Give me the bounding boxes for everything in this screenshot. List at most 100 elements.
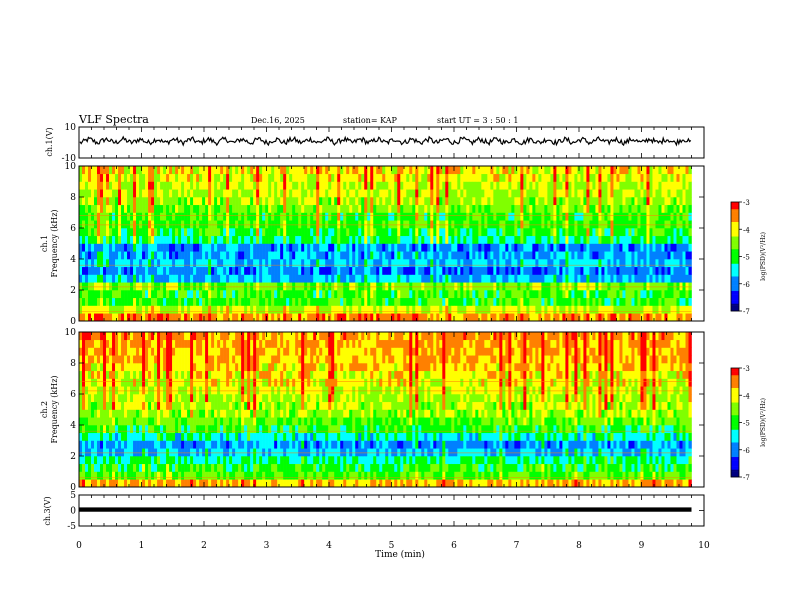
spectrogram-cell — [136, 456, 140, 465]
spectrogram-cell — [286, 228, 290, 237]
spectrogram-cell — [85, 432, 89, 441]
spectrogram-cell — [475, 235, 479, 244]
spectrogram-cell — [343, 228, 347, 237]
spectrogram-cell — [178, 425, 182, 434]
spectrogram-cell — [607, 204, 611, 213]
spectrogram-cell — [82, 479, 86, 488]
spectrogram-cell — [316, 243, 320, 252]
spectrogram-cell — [151, 197, 155, 206]
spectrogram-cell — [136, 212, 140, 221]
spectrogram-cell — [211, 313, 215, 322]
spectrogram-cell — [136, 463, 140, 472]
spectrogram-cell — [352, 274, 356, 283]
spectrogram-cell — [619, 220, 623, 229]
spectrogram-cell — [256, 166, 260, 175]
spectrogram-cell — [307, 235, 311, 244]
spectrogram-cell — [673, 243, 677, 252]
spectrogram-cell — [175, 235, 179, 244]
spectrogram-cell — [322, 266, 326, 275]
spectrogram-cell — [241, 173, 245, 182]
spectrogram-cell — [208, 251, 212, 260]
spectrogram-cell — [256, 173, 260, 182]
spectrogram-cell — [394, 220, 398, 229]
spectrogram-cell — [202, 282, 206, 291]
spectrogram-cell — [499, 197, 503, 206]
spectrogram-cell — [688, 235, 692, 244]
spectrogram-cell — [103, 378, 107, 387]
spectrogram-cell — [580, 181, 584, 190]
spectrogram-cell — [502, 243, 506, 252]
spectrogram-cell — [220, 251, 224, 260]
spectrogram-cell — [502, 313, 506, 322]
spectrogram-cell — [190, 305, 194, 314]
spectrogram-cell — [124, 417, 128, 426]
spectrogram-cell — [349, 274, 353, 283]
spectrogram-cell — [322, 220, 326, 229]
spectrogram-cell — [160, 243, 164, 252]
spectrogram-cell — [673, 274, 677, 283]
spectrogram-cell — [298, 204, 302, 213]
spectrogram-cell — [604, 189, 608, 198]
spectrogram-cell — [91, 417, 95, 426]
spectrogram-cell — [316, 228, 320, 237]
spectrogram-cell — [109, 290, 113, 299]
spectrogram-cell — [586, 189, 590, 198]
spectrogram-cell — [433, 235, 437, 244]
spectrogram-cell — [166, 479, 170, 488]
spectrogram-cell — [169, 463, 173, 472]
spectrogram-cell — [169, 370, 173, 379]
spectrogram-cell — [169, 297, 173, 306]
spectrogram-cell — [172, 220, 176, 229]
spectrogram-cell — [91, 243, 95, 252]
spectrogram-cell — [514, 266, 518, 275]
spectrogram-cell — [469, 259, 473, 268]
spectrogram-cell — [526, 212, 530, 221]
spectrogram-cell — [661, 266, 665, 275]
spectrogram-cell — [430, 297, 434, 306]
spectrogram-cell — [583, 181, 587, 190]
spectrogram-cell — [466, 290, 470, 299]
spectrogram-cell — [85, 363, 89, 372]
spectrogram-cell — [577, 212, 581, 221]
spectrogram-cell — [136, 440, 140, 449]
spectrogram-cell — [394, 259, 398, 268]
spectrogram-cell — [136, 297, 140, 306]
spectrogram-cell — [316, 181, 320, 190]
spectrogram-cell — [169, 448, 173, 457]
spectrogram-cell — [181, 235, 185, 244]
spectrogram-cell — [124, 463, 128, 472]
spectrogram-cell — [331, 220, 335, 229]
spectrogram-cell — [421, 228, 425, 237]
spectrogram-cell — [664, 228, 668, 237]
spectrogram-cell — [586, 197, 590, 206]
spectrogram-cell — [298, 220, 302, 229]
spectrogram-cell — [88, 251, 92, 260]
spectrogram-cell — [289, 197, 293, 206]
spectrogram-cell — [484, 243, 488, 252]
spectrogram-cell — [331, 251, 335, 260]
spectrogram-cell — [469, 197, 473, 206]
spectrogram-cell — [574, 259, 578, 268]
spectrogram-cell — [511, 282, 515, 291]
spectrogram-cell — [520, 297, 524, 306]
spectrogram-cell — [556, 212, 560, 221]
spectrogram-cell — [160, 409, 164, 418]
spectrogram-cell — [526, 220, 530, 229]
spectrogram-cell — [532, 274, 536, 283]
spectrogram-cell — [553, 290, 557, 299]
spectrogram-cell — [469, 297, 473, 306]
spectrogram-cell — [427, 166, 431, 175]
spectrogram-cell — [367, 181, 371, 190]
spectrogram-cell — [88, 228, 92, 237]
spectrogram-cell — [334, 235, 338, 244]
spectrogram-cell — [526, 228, 530, 237]
spectrogram-cell — [580, 290, 584, 299]
spectrogram-cell — [238, 266, 242, 275]
spectrogram-cell — [652, 243, 656, 252]
spectrogram-cell — [94, 463, 98, 472]
spectrogram-cell — [550, 212, 554, 221]
spectrogram-cell — [166, 220, 170, 229]
spectrogram-cell — [145, 456, 149, 465]
spectrogram-cell — [97, 220, 101, 229]
spectrogram-cell — [649, 305, 653, 314]
